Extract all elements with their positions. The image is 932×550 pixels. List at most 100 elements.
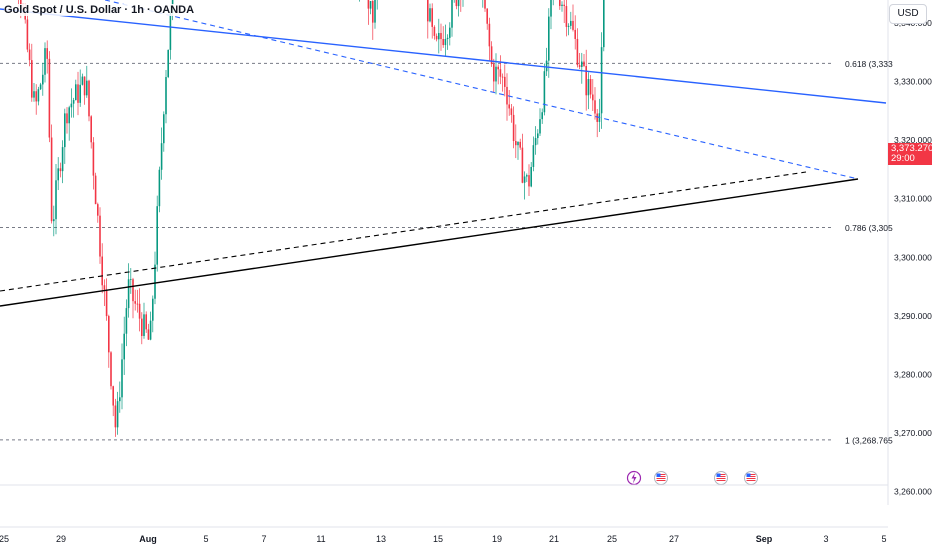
candle-body <box>488 23 491 47</box>
currency-button[interactable]: USD <box>889 4 927 24</box>
candle-body <box>444 38 447 46</box>
candle-body <box>101 256 103 286</box>
time-tick-label: 19 <box>492 534 502 544</box>
time-tick-label: Sep <box>756 534 773 544</box>
flag-stripe <box>716 480 726 481</box>
candle-body <box>369 1 372 9</box>
candle-body <box>50 137 53 222</box>
flag-stripe <box>746 480 756 481</box>
time-tick-label: 25 <box>0 534 9 544</box>
candle-body <box>532 145 535 167</box>
time-tick-label: 5 <box>881 534 886 544</box>
candle-body <box>79 84 81 103</box>
candle-body <box>446 37 449 39</box>
candle-body <box>138 303 141 319</box>
flag-stripe <box>716 474 726 475</box>
price-tick-label: 3,260.000 <box>894 487 932 497</box>
candle-body <box>127 279 130 309</box>
bar-countdown: 29:00 <box>891 153 915 164</box>
candle-body <box>587 78 590 96</box>
price-tick-label: 3,300.000 <box>894 252 932 262</box>
candle-body <box>35 91 37 102</box>
candle-body <box>160 143 163 170</box>
lightning-icon[interactable] <box>626 470 642 486</box>
candle-body <box>26 19 29 50</box>
candle-body <box>484 0 486 9</box>
candle-body <box>515 140 517 146</box>
candle-body <box>433 26 436 36</box>
last-price-tag: 3,373.270 29:00 <box>888 143 932 165</box>
candle-body <box>581 61 583 67</box>
candle-body <box>438 33 440 40</box>
time-axis[interactable]: 25 29 Aug 5 7 11 13 15 19 21 25 27 Sep 3 5 <box>0 534 887 544</box>
candle-body <box>116 401 119 428</box>
time-tick-label: 27 <box>669 534 679 544</box>
time-tick-label: 7 <box>261 534 266 544</box>
time-tick-label: 25 <box>607 534 617 544</box>
flag-canton <box>656 473 661 477</box>
candle-body <box>530 166 532 187</box>
us-flag-icon[interactable] <box>744 471 758 485</box>
candle-body <box>592 94 594 101</box>
candle-body <box>490 46 493 65</box>
flag-stripe <box>746 476 756 477</box>
candle-body <box>570 20 572 26</box>
candle-body <box>431 8 433 27</box>
time-tick-label: 15 <box>433 534 443 544</box>
candle-body <box>156 206 158 265</box>
candle-body <box>440 33 442 40</box>
candle-body <box>121 359 123 398</box>
candle-body <box>572 20 574 30</box>
fibonacci-retracement[interactable]: 0.236 (3,3980.382 (3,3730.5 (3,353.740.6… <box>0 0 895 445</box>
candle-body <box>147 329 150 340</box>
candle-body <box>152 298 154 321</box>
candle-body <box>499 69 502 77</box>
flag-stripe <box>656 478 666 479</box>
candle-body <box>110 352 112 387</box>
candle-body <box>99 215 101 257</box>
candle-body <box>550 0 552 17</box>
us-flag-icon[interactable] <box>714 471 728 485</box>
time-tick-label: 29 <box>56 534 66 544</box>
candle-body <box>435 35 438 40</box>
candle-body <box>77 84 79 103</box>
candle-body <box>457 0 460 7</box>
candle-body <box>119 397 121 402</box>
candle-body <box>136 303 139 305</box>
candle-body <box>545 60 548 72</box>
candle-body <box>508 104 510 109</box>
candle-body <box>455 0 458 7</box>
us-flag-icon[interactable] <box>654 471 668 485</box>
candle-body <box>92 142 95 176</box>
candle-body <box>48 58 51 138</box>
candle-body <box>583 61 585 66</box>
flag-stripe <box>716 476 726 477</box>
symbol-title[interactable]: Gold Spot / U.S. Dollar · 1h · OANDA <box>4 4 195 16</box>
flag-stripe <box>656 480 666 481</box>
candle-body <box>97 204 99 216</box>
economic-events[interactable] <box>626 470 758 486</box>
candle-body <box>141 318 143 336</box>
last-price-value: 3,373.270 <box>891 143 932 154</box>
candle-body <box>31 60 33 98</box>
candle-body <box>486 8 488 24</box>
support-parallel-dashed <box>0 171 807 292</box>
candle-body <box>39 84 42 90</box>
price-tick-label: 3,280.000 <box>894 370 932 380</box>
candle-body <box>145 314 147 330</box>
time-tick-label: 21 <box>549 534 559 544</box>
candle-body <box>61 147 64 172</box>
candle-body <box>504 76 506 87</box>
candle-body <box>37 89 40 102</box>
price-tick-label: 3,320.000 <box>894 135 932 145</box>
flag-stripe <box>746 474 756 475</box>
candle-body <box>541 112 543 120</box>
price-tick-label: 3,310.000 <box>894 194 932 204</box>
price-axis[interactable]: 3,410.0003,400.0003,390.0003,380.0003,37… <box>894 0 932 497</box>
candlestick-series <box>18 0 605 437</box>
candle-body <box>64 113 66 148</box>
ascending-support-line <box>0 178 859 307</box>
candle-body <box>75 84 77 101</box>
candle-body <box>149 320 152 340</box>
